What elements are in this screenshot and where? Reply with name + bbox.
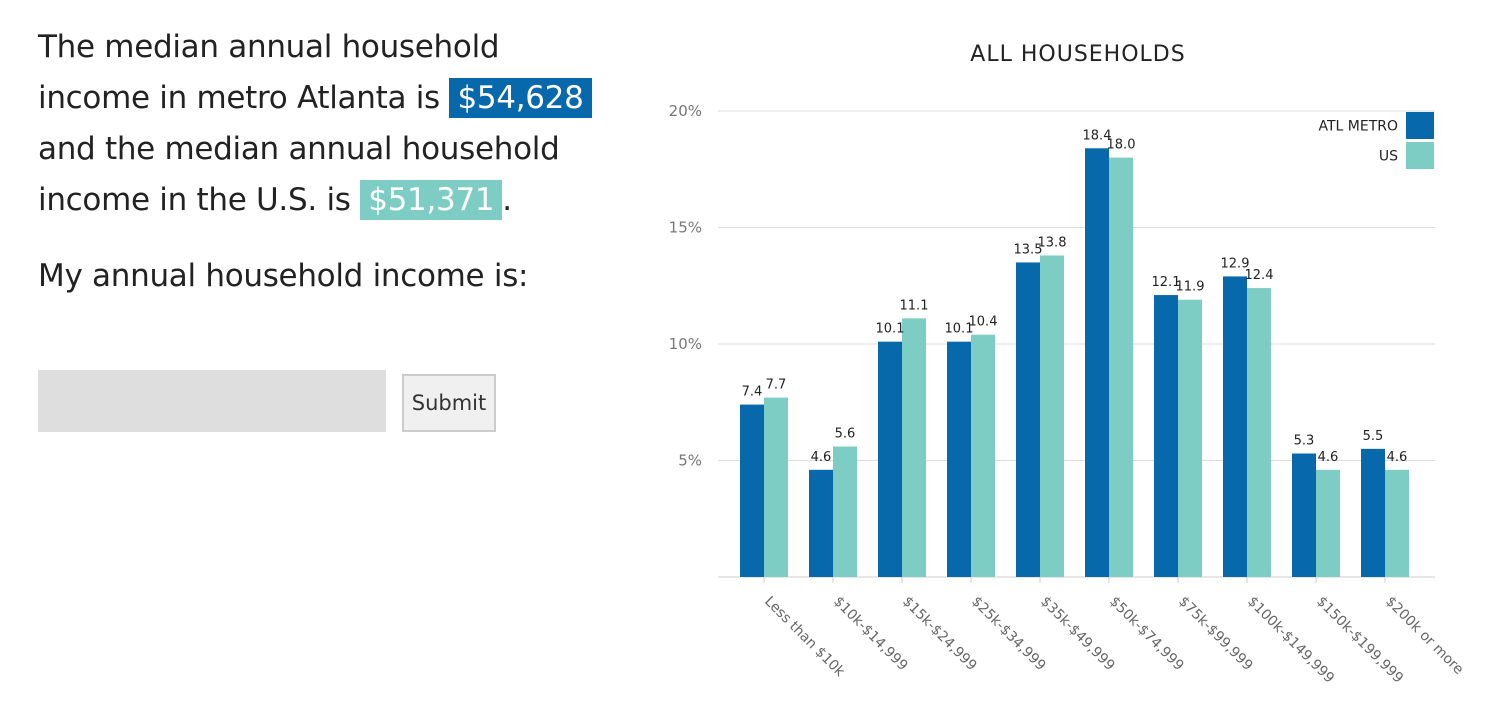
data-label: 7.4 xyxy=(742,385,763,400)
legend-swatch-atl xyxy=(1406,112,1434,139)
data-label: 10.4 xyxy=(969,315,998,330)
bar-us xyxy=(1385,469,1409,577)
income-input[interactable] xyxy=(38,370,386,432)
bar-atl xyxy=(1154,295,1178,577)
income-form: Submit xyxy=(38,370,598,432)
y-tick-label: 10% xyxy=(669,335,702,353)
bar-atl xyxy=(947,341,971,577)
bar-us xyxy=(1247,288,1271,577)
data-label: 12.9 xyxy=(1221,256,1250,271)
bar-us xyxy=(971,334,995,577)
data-label: 4.6 xyxy=(1387,450,1408,465)
y-axis-ticks: 5% 10% 15% 20% xyxy=(669,102,702,470)
bars xyxy=(740,148,1409,577)
median-income-statement: The median annual household income in me… xyxy=(38,22,598,226)
bar-us xyxy=(902,318,926,577)
bar-atl xyxy=(878,341,902,577)
bar-atl xyxy=(1223,276,1247,577)
bar-us xyxy=(1040,255,1064,577)
data-label: 11.1 xyxy=(900,298,929,313)
bar-atl xyxy=(1292,453,1316,577)
bar-chart-svg: ALL HOUSEHOLDS 5%10%15%20% 7.4 7.74.65.61… xyxy=(669,42,1467,687)
bar-atl xyxy=(809,469,833,577)
y-tick-label: 20% xyxy=(669,102,702,120)
y-tick-label: 5% xyxy=(678,452,702,470)
bar-atl xyxy=(1016,262,1040,577)
data-label: 18.4 xyxy=(1083,128,1112,143)
data-label: 12.4 xyxy=(1245,268,1274,283)
data-label: 5.6 xyxy=(835,427,856,442)
data-label: 4.6 xyxy=(811,450,832,465)
submit-button[interactable]: Submit xyxy=(402,374,496,432)
data-label: 18.0 xyxy=(1107,138,1136,153)
legend-label-atl: ATL METRO xyxy=(1318,119,1398,135)
us-median-badge: $51,371 xyxy=(360,180,503,220)
income-panel: The median annual household income in me… xyxy=(38,22,598,432)
y-tick-label: 15% xyxy=(669,219,702,237)
legend: ATL METRO US xyxy=(1318,112,1434,169)
data-label: 13.8 xyxy=(1038,235,1067,250)
legend-label-us: US xyxy=(1379,149,1398,165)
income-distribution-chart: ALL HOUSEHOLDS 5% 10% 15% 20% 7.4 7.7 4.6 5.6 1… xyxy=(640,0,1506,706)
bar-atl xyxy=(1085,148,1109,577)
bar-us xyxy=(1316,469,1340,577)
legend-swatch-us xyxy=(1406,142,1434,169)
bar-us xyxy=(1178,299,1202,577)
chart-title: ALL HOUSEHOLDS xyxy=(970,42,1185,67)
statement-text-2: and the median annual household income i… xyxy=(38,131,560,218)
data-label: 10.1 xyxy=(876,322,905,337)
data-label: 10.1 xyxy=(945,322,974,337)
data-label: 5.5 xyxy=(1363,429,1384,444)
bar-us xyxy=(1109,157,1133,577)
bar-us xyxy=(833,446,857,577)
data-labels: 7.4 7.74.65.610.111.110.110.413.513.818.4… xyxy=(742,128,1408,465)
data-label: 5.3 xyxy=(1294,434,1315,449)
statement-text-3: . xyxy=(502,182,512,218)
data-label: 13.5 xyxy=(1014,242,1043,257)
data-label: 7.7 xyxy=(766,378,787,393)
bar-atl xyxy=(740,404,764,577)
statement-text-1: The median annual household income in me… xyxy=(38,29,500,116)
bar-atl xyxy=(1361,448,1385,577)
data-label: 11.9 xyxy=(1176,280,1205,295)
bar-us xyxy=(764,397,788,577)
income-prompt: My annual household income is: xyxy=(38,258,529,294)
x-axis-ticks: Less than $10k$10k-$14,999$15k-$24,999$2… xyxy=(761,577,1466,687)
data-label: 4.6 xyxy=(1318,450,1339,465)
data-label: 12.1 xyxy=(1152,275,1181,290)
atl-median-badge: $54,628 xyxy=(449,78,592,118)
